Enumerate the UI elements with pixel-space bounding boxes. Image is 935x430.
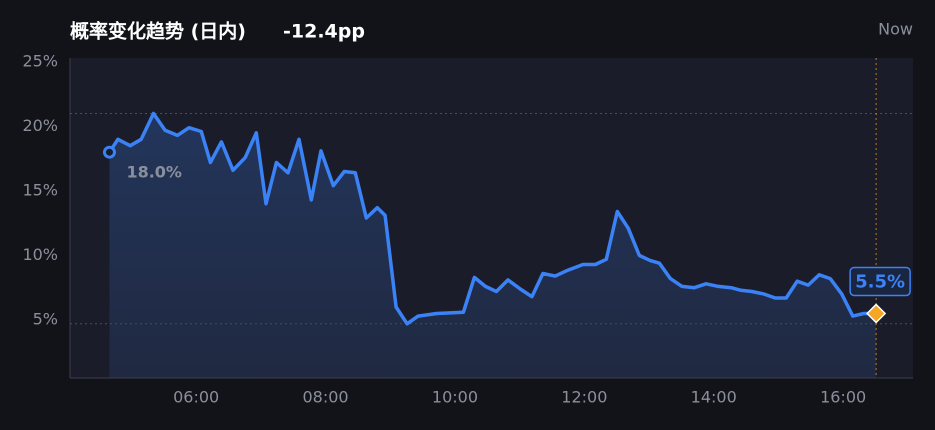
end-label-box <box>849 266 911 297</box>
chart-title: 概率变化趋势 (日内) <box>70 20 246 43</box>
end-label: 5.5% <box>855 271 905 292</box>
start-point <box>102 145 116 159</box>
change-value: -12.4pp <box>283 21 365 43</box>
x-tick-label: 06:00 <box>173 388 219 407</box>
area <box>109 113 877 378</box>
x-tick-label: 12:00 <box>561 388 607 407</box>
line <box>108 111 877 326</box>
y-tick-label: 20% <box>22 116 58 135</box>
start-label: 18.0% <box>126 163 182 182</box>
end-point <box>866 303 887 324</box>
x-tick-label: 08:00 <box>302 388 348 407</box>
y-tick-label: 5% <box>33 309 58 328</box>
x-tick-label: 10:00 <box>432 388 478 407</box>
x-tick-label: 14:00 <box>691 388 737 407</box>
y-tick-label: 25% <box>22 51 58 70</box>
y-tick-label: 15% <box>22 180 58 199</box>
now-label: Now <box>878 20 913 39</box>
x-tick-label: 16:00 <box>820 388 866 407</box>
y-tick-label: 10% <box>22 245 58 264</box>
